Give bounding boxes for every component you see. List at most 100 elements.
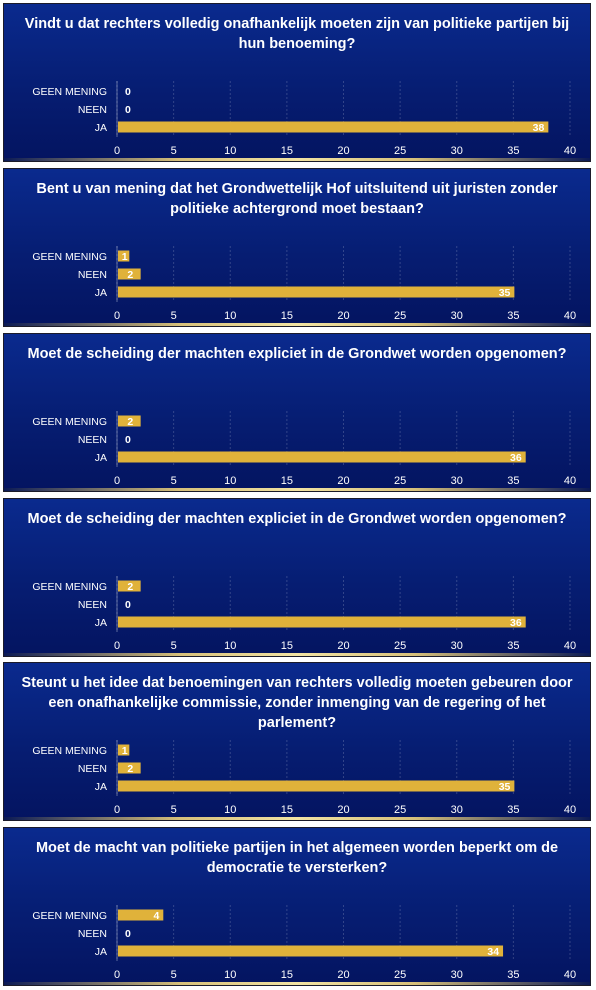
chart-panel-6: Moet de macht van politieke partijen in …: [3, 827, 591, 986]
x-tick-label: 5: [171, 969, 177, 981]
x-tick-label: 25: [394, 640, 406, 652]
x-tick-label: 20: [337, 475, 349, 487]
x-tick-label: 30: [451, 969, 463, 981]
bar-ja: [118, 780, 515, 792]
value-label: 2: [127, 763, 133, 775]
x-tick-label: 35: [507, 475, 519, 487]
x-tick-label: 5: [171, 310, 177, 322]
x-tick-label: 30: [451, 310, 463, 322]
category-label: JA: [95, 452, 107, 464]
category-label: GEEN MENING: [32, 745, 107, 757]
chart-panel-1: Vindt u dat rechters volledig onafhankel…: [3, 3, 591, 162]
value-label: 1: [122, 251, 128, 263]
x-tick-label: 30: [451, 640, 463, 652]
x-tick-label: 5: [171, 640, 177, 652]
x-tick-label: 20: [337, 145, 349, 157]
category-label: NEEN: [78, 928, 107, 940]
x-tick-label: 30: [451, 145, 463, 157]
category-label: NEEN: [78, 104, 107, 116]
bar-neen: [118, 762, 141, 774]
bar-geen-mening: [118, 250, 130, 262]
value-label: 1: [122, 745, 128, 757]
bar-chart-3: 0 5 10 15 20 25 30 35 40 GEEN MENING 2 NEEN 0 JA 36: [32, 411, 576, 487]
bar-chart-2: 0 5 10 15 20 25 30 35 40 GEEN MENING 1 NEEN 2 JA 35: [32, 246, 576, 322]
x-tick-label: 35: [507, 804, 519, 816]
x-tick-label: 10: [224, 475, 236, 487]
x-tick-label: 15: [281, 475, 293, 487]
bar-chart-5: 0 5 10 15 20 25 30 35 40 GEEN MENING 1 NEEN 2 JA 35: [32, 740, 576, 816]
bar-ja: [118, 451, 526, 463]
bar-ja: [118, 616, 526, 628]
bar-geen-mening: [118, 909, 164, 921]
bar-geen-mening: [118, 415, 141, 427]
value-label: 0: [125, 104, 131, 116]
value-label: 4: [153, 910, 159, 922]
category-label: JA: [95, 946, 107, 958]
bar-ja: [118, 286, 515, 298]
category-label: NEEN: [78, 763, 107, 775]
chart-title: Bent u van mening dat het Grondwettelijk…: [36, 181, 558, 217]
chart-title: Moet de macht van politieke partijen in …: [35, 840, 559, 876]
x-tick-label: 10: [224, 804, 236, 816]
x-tick-label: 35: [507, 640, 519, 652]
chart-title: Steunt u het idee dat benoemingen van re…: [21, 675, 573, 731]
x-tick-label: 10: [224, 310, 236, 322]
x-tick-label: 10: [224, 640, 236, 652]
value-label: 0: [125, 86, 131, 98]
bar-ja: [118, 945, 504, 957]
category-label: NEEN: [78, 269, 107, 281]
x-tick-label: 25: [394, 475, 406, 487]
chart-title: Moet de scheiding der machten expliciet …: [27, 346, 567, 362]
x-tick-label: 0: [114, 640, 120, 652]
x-tick-label: 20: [337, 969, 349, 981]
x-tick-label: 30: [451, 475, 463, 487]
category-label: JA: [95, 617, 107, 629]
value-label: 38: [533, 122, 545, 134]
x-tick-label: 40: [564, 310, 576, 322]
x-tick-label: 30: [451, 804, 463, 816]
x-tick-label: 0: [114, 804, 120, 816]
x-tick-label: 0: [114, 310, 120, 322]
value-label: 2: [127, 416, 133, 428]
chart-title: Moet de scheiding der machten expliciet …: [27, 511, 567, 527]
x-tick-label: 25: [394, 310, 406, 322]
category-label: JA: [95, 287, 107, 299]
x-tick-label: 20: [337, 804, 349, 816]
category-label: NEEN: [78, 434, 107, 446]
x-tick-label: 15: [281, 640, 293, 652]
value-label: 0: [125, 928, 131, 940]
bar-chart-6: 0 5 10 15 20 25 30 35 40 GEEN MENING 4 NEEN 0 JA 34: [32, 905, 576, 981]
bar-chart-4: 0 5 10 15 20 25 30 35 40 GEEN MENING 2 NEEN 0 JA 36: [32, 576, 576, 652]
x-tick-label: 40: [564, 475, 576, 487]
value-label: 36: [510, 452, 522, 464]
category-label: GEEN MENING: [32, 251, 107, 263]
x-tick-label: 40: [564, 145, 576, 157]
category-label: JA: [95, 122, 107, 134]
value-label: 0: [125, 434, 131, 446]
x-tick-label: 5: [171, 475, 177, 487]
chart-title: Vindt u dat rechters volledig onafhankel…: [24, 16, 570, 52]
x-tick-label: 20: [337, 310, 349, 322]
x-tick-label: 5: [171, 145, 177, 157]
x-tick-label: 40: [564, 969, 576, 981]
category-label: GEEN MENING: [32, 910, 107, 922]
x-tick-label: 15: [281, 804, 293, 816]
x-tick-label: 15: [281, 145, 293, 157]
x-tick-label: 25: [394, 804, 406, 816]
x-tick-label: 10: [224, 969, 236, 981]
value-label: 2: [127, 581, 133, 593]
x-tick-label: 35: [507, 969, 519, 981]
value-label: 36: [510, 617, 522, 629]
bar-geen-mening: [118, 580, 141, 592]
x-tick-label: 35: [507, 145, 519, 157]
x-tick-label: 40: [564, 640, 576, 652]
bar-neen: [118, 268, 141, 280]
value-label: 2: [127, 269, 133, 281]
x-tick-label: 40: [564, 804, 576, 816]
category-label: JA: [95, 781, 107, 793]
chart-panel-4: Moet de scheiding der machten expliciet …: [3, 498, 591, 657]
category-label: GEEN MENING: [32, 581, 107, 593]
x-tick-label: 15: [281, 969, 293, 981]
x-tick-label: 20: [337, 640, 349, 652]
category-label: GEEN MENING: [32, 86, 107, 98]
